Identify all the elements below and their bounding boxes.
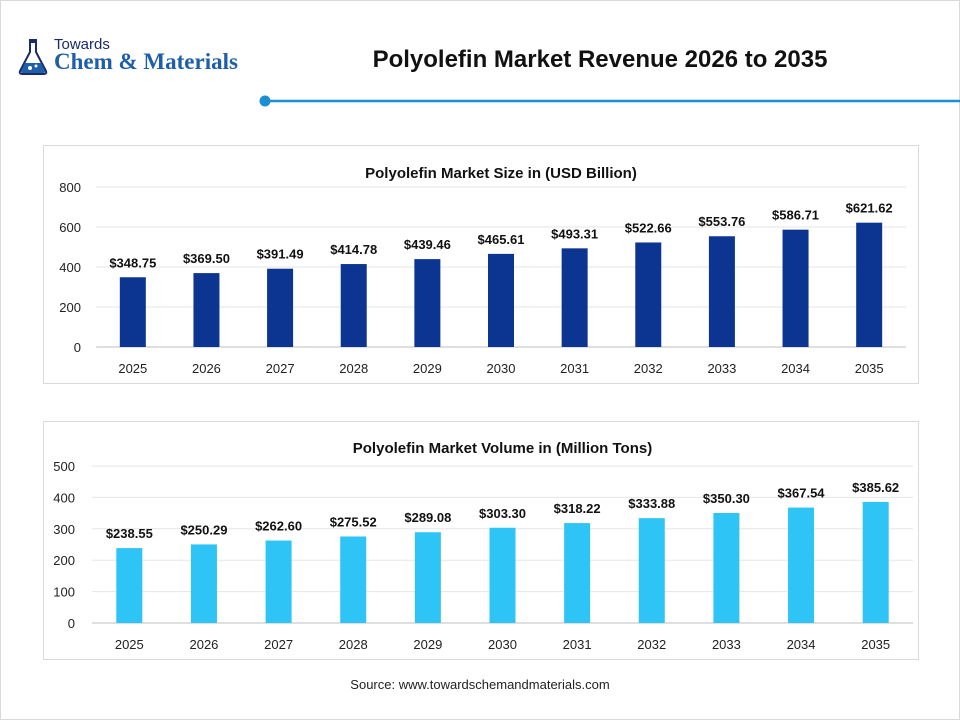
x-tick-label: 2025 <box>118 361 147 376</box>
x-tick-label: 2030 <box>488 637 517 652</box>
y-tick-label: 200 <box>59 300 81 315</box>
x-tick-label: 2026 <box>189 637 218 652</box>
logo-main-text: Chem & Materials <box>54 49 238 74</box>
market-volume-chart: Polyolefin Market Volume in (Million Ton… <box>53 440 913 652</box>
x-tick-label: 2030 <box>487 361 516 376</box>
bar-2029 <box>414 259 441 347</box>
x-tick-label: 2029 <box>413 361 442 376</box>
data-label: $522.66 <box>625 220 672 235</box>
data-label: $493.31 <box>551 226 598 241</box>
bar-2031 <box>561 248 588 347</box>
data-label: $333.88 <box>628 496 675 511</box>
data-label: $439.46 <box>404 237 451 252</box>
y-tick-label: 0 <box>74 340 81 355</box>
y-tick-label: 300 <box>53 522 75 537</box>
market-volume-chart-panel: Polyolefin Market Volume in (Million Ton… <box>43 421 919 660</box>
chart-title: Polyolefin Market Size in (USD Billion) <box>365 165 637 182</box>
y-tick-label: 800 <box>59 180 81 195</box>
bar-2025 <box>119 277 146 347</box>
x-tick-label: 2028 <box>339 361 368 376</box>
bar-2034 <box>788 507 815 623</box>
header-accent-rule <box>259 95 960 107</box>
bar-2035 <box>862 501 889 623</box>
data-label: $238.55 <box>106 526 153 541</box>
data-label: $414.78 <box>330 242 377 257</box>
x-tick-label: 2032 <box>637 637 666 652</box>
y-tick-label: 500 <box>53 459 75 474</box>
data-label: $553.76 <box>698 214 745 229</box>
data-label: $385.62 <box>852 480 899 495</box>
data-label: $303.30 <box>479 506 526 521</box>
data-label: $262.60 <box>255 519 302 534</box>
market-size-chart: Polyolefin Market Size in (USD Billion) 0… <box>59 165 906 376</box>
x-tick-label: 2026 <box>192 361 221 376</box>
data-label: $367.54 <box>778 486 826 501</box>
y-tick-label: 400 <box>59 260 81 275</box>
x-tick-label: 2028 <box>339 637 368 652</box>
source-note: Source: www.towardschemandmaterials.com <box>350 677 610 692</box>
data-label: $350.30 <box>703 491 750 506</box>
x-tick-label: 2035 <box>855 361 884 376</box>
bar-2032 <box>635 242 662 347</box>
data-label: $391.49 <box>257 247 304 262</box>
data-label: $465.61 <box>478 232 525 247</box>
bar-2026 <box>193 273 220 347</box>
bar-2026 <box>190 544 217 623</box>
x-tick-label: 2033 <box>712 637 741 652</box>
bar-2035 <box>856 222 883 347</box>
x-tick-label: 2035 <box>861 637 890 652</box>
data-label: $289.08 <box>404 510 451 525</box>
x-tick-label: 2032 <box>634 361 663 376</box>
y-tick-label: 200 <box>53 553 75 568</box>
y-tick-label: 600 <box>59 220 81 235</box>
y-tick-label: 0 <box>68 616 75 631</box>
x-tick-label: 2034 <box>787 637 816 652</box>
x-tick-label: 2031 <box>560 361 589 376</box>
bar-2027 <box>265 540 292 623</box>
x-tick-label: 2027 <box>264 637 293 652</box>
bar-2032 <box>638 518 665 623</box>
market-size-chart-panel: Polyolefin Market Size in (USD Billion) 0… <box>43 145 919 384</box>
data-label: $369.50 <box>183 251 230 266</box>
logo-top-text: Towards <box>54 36 110 53</box>
data-label: $621.62 <box>846 201 893 216</box>
data-label: $348.75 <box>109 255 156 270</box>
header-rule-dot <box>259 95 271 107</box>
bar-2029 <box>414 532 441 623</box>
y-tick-label: 400 <box>53 490 75 505</box>
data-label: $318.22 <box>554 501 601 516</box>
data-label: $250.29 <box>180 522 227 537</box>
chart-title: Polyolefin Market Volume in (Million Ton… <box>353 440 652 457</box>
page-title: Polyolefin Market Revenue 2026 to 2035 <box>372 46 828 73</box>
bar-2028 <box>340 264 367 347</box>
x-tick-label: 2027 <box>266 361 295 376</box>
bar-2031 <box>564 523 591 623</box>
bar-2027 <box>267 268 294 347</box>
x-tick-label: 2033 <box>707 361 736 376</box>
brand-logo[interactable]: Towards Chem & Materials <box>16 36 266 80</box>
data-label: $586.71 <box>772 208 819 223</box>
data-label: $275.52 <box>330 514 377 529</box>
bar-2030 <box>488 253 514 347</box>
x-tick-label: 2034 <box>781 361 810 376</box>
y-tick-label: 100 <box>53 585 75 600</box>
bar-2025 <box>116 548 143 623</box>
bar-2033 <box>713 513 740 623</box>
x-tick-label: 2031 <box>563 637 592 652</box>
x-tick-label: 2029 <box>413 637 442 652</box>
x-tick-label: 2025 <box>115 637 144 652</box>
bar-2034 <box>782 229 809 347</box>
bar-2028 <box>340 536 367 623</box>
bar-2030 <box>489 527 516 623</box>
flask-icon <box>18 39 48 75</box>
bar-2033 <box>708 236 735 347</box>
